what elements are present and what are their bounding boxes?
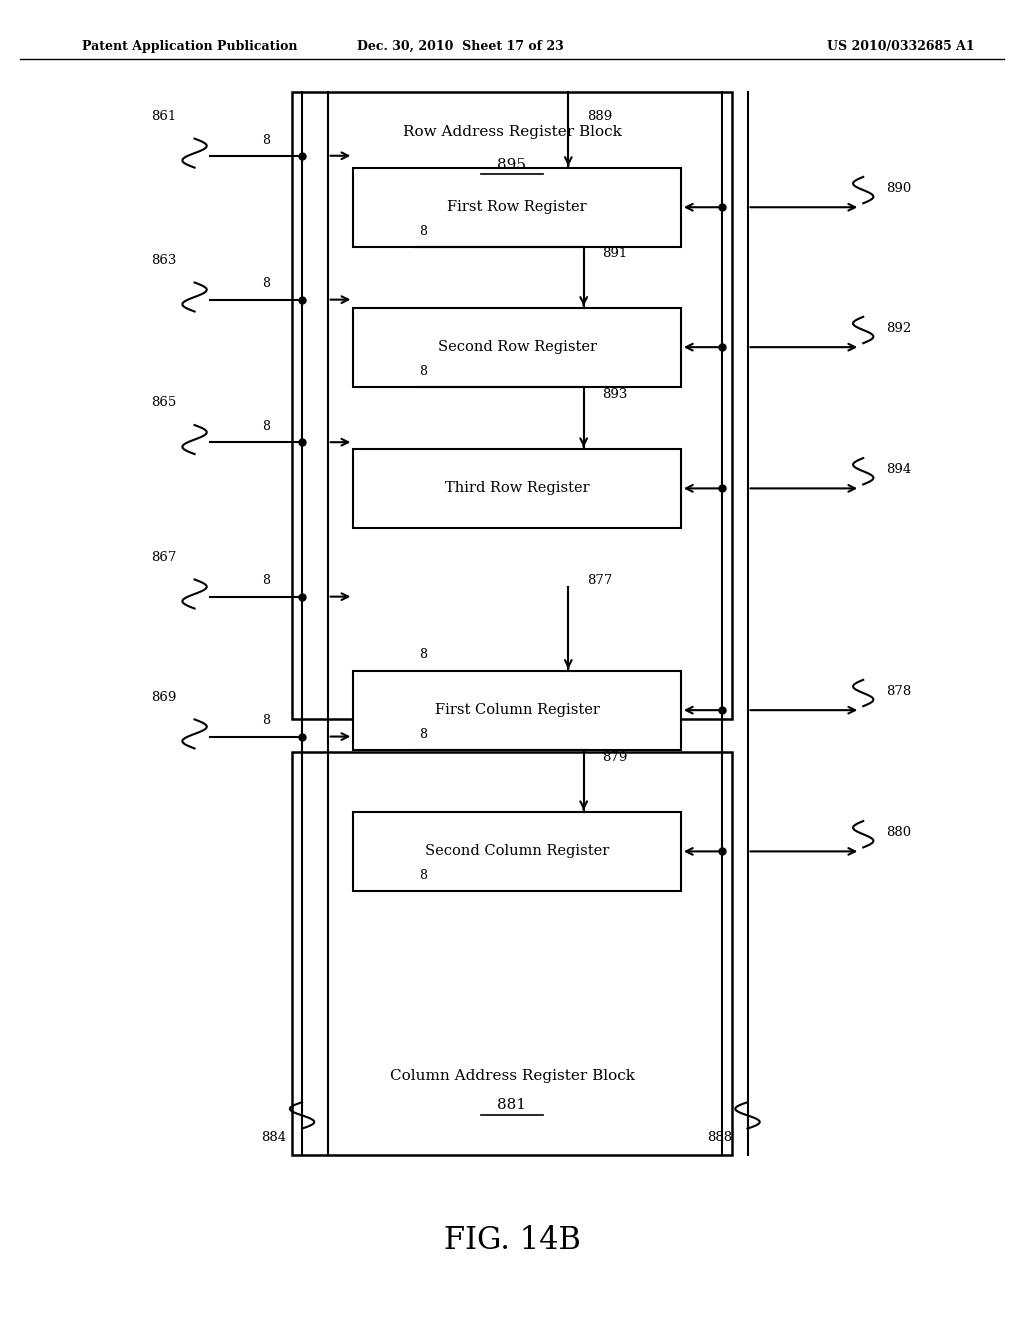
Text: 8: 8 <box>419 727 427 741</box>
Text: 863: 863 <box>151 253 176 267</box>
Text: 8: 8 <box>262 277 270 290</box>
Text: 8: 8 <box>262 133 270 147</box>
Text: 889: 889 <box>587 110 612 123</box>
Text: 877: 877 <box>587 574 612 587</box>
Text: 893: 893 <box>602 388 628 400</box>
Text: 865: 865 <box>151 396 176 409</box>
Text: 878: 878 <box>886 685 911 698</box>
Text: Column Address Register Block: Column Address Register Block <box>389 1069 635 1082</box>
Text: 888: 888 <box>707 1131 732 1144</box>
Text: 894: 894 <box>886 463 911 477</box>
Text: 890: 890 <box>886 182 911 195</box>
Text: Row Address Register Block: Row Address Register Block <box>402 125 622 139</box>
Text: 861: 861 <box>151 110 176 123</box>
Text: 891: 891 <box>602 247 628 260</box>
FancyBboxPatch shape <box>353 449 681 528</box>
Text: 879: 879 <box>602 751 628 763</box>
Text: 881: 881 <box>498 1098 526 1111</box>
Text: 892: 892 <box>886 322 911 335</box>
Text: Third Row Register: Third Row Register <box>444 482 590 495</box>
Text: 884: 884 <box>261 1131 287 1144</box>
Text: 895: 895 <box>498 158 526 172</box>
Text: 867: 867 <box>151 550 176 564</box>
Text: Second Row Register: Second Row Register <box>437 341 597 354</box>
Text: FIG. 14B: FIG. 14B <box>443 1225 581 1257</box>
Text: 8: 8 <box>419 364 427 378</box>
FancyBboxPatch shape <box>353 168 681 247</box>
Text: First Column Register: First Column Register <box>434 704 600 717</box>
Text: 880: 880 <box>886 826 911 840</box>
Text: Patent Application Publication: Patent Application Publication <box>82 40 297 53</box>
FancyBboxPatch shape <box>353 308 681 387</box>
FancyBboxPatch shape <box>353 671 681 750</box>
Text: Dec. 30, 2010  Sheet 17 of 23: Dec. 30, 2010 Sheet 17 of 23 <box>357 40 564 53</box>
Text: 8: 8 <box>419 648 427 661</box>
Text: 869: 869 <box>151 690 176 704</box>
Text: US 2010/0332685 A1: US 2010/0332685 A1 <box>827 40 975 53</box>
Text: 8: 8 <box>262 714 270 727</box>
FancyBboxPatch shape <box>292 752 732 1155</box>
Text: 8: 8 <box>419 869 427 882</box>
Text: Second Column Register: Second Column Register <box>425 845 609 858</box>
Text: 8: 8 <box>419 224 427 238</box>
FancyBboxPatch shape <box>353 812 681 891</box>
Text: 8: 8 <box>262 574 270 587</box>
Text: First Row Register: First Row Register <box>447 201 587 214</box>
Text: 8: 8 <box>262 420 270 433</box>
FancyBboxPatch shape <box>292 92 732 719</box>
